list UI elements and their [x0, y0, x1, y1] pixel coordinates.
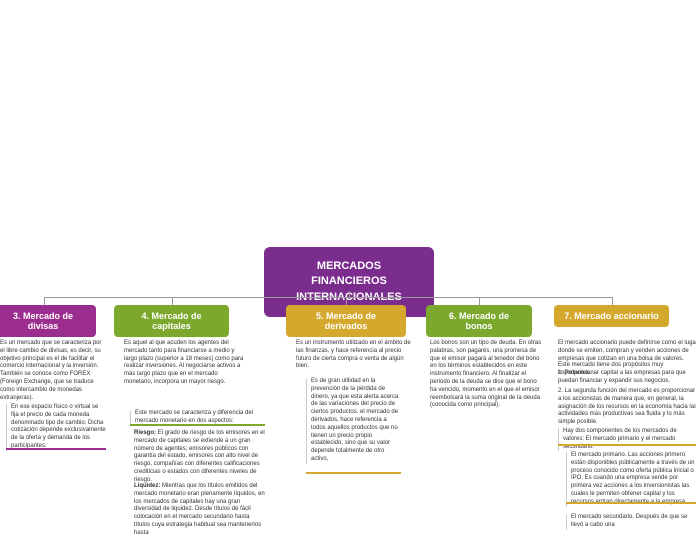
sub-capitales-riesgo: Riesgo: El grado de riesgo de los emisor…	[130, 430, 265, 485]
branch-capitales[interactable]: 4. Mercado de capitales	[114, 305, 229, 337]
branch-bonos[interactable]: 6. Mercado de bonos	[426, 305, 532, 337]
connector	[172, 297, 173, 305]
sub-accionario-secundario: El mercado secundario. Después de que se…	[566, 514, 696, 530]
underline-capitales	[130, 424, 265, 426]
riesgo-label: Riesgo:	[134, 430, 156, 436]
underline-accionario-2	[566, 502, 696, 504]
connector	[44, 297, 612, 298]
sub-divisas: En ese espacio físico o virtual se fija …	[6, 404, 106, 451]
desc-derivados: Es un instrumento utilizado en el ámbito…	[296, 340, 411, 371]
desc-accionario-4: 2. La segunda función del mercado es pro…	[558, 388, 696, 427]
liquidez-text: Mientras que los títulos emitidos del me…	[134, 483, 265, 536]
branch-divisas[interactable]: 3. Mercado de divisas	[0, 305, 96, 337]
sub-derivados: Es de gran utilidad en la prevención de …	[306, 378, 401, 464]
branch-derivados[interactable]: 5. Mercado de derivados	[286, 305, 406, 337]
desc-accionario-3: 1. Proporcionar capital a las empresas p…	[558, 370, 696, 386]
connector	[44, 297, 45, 305]
desc-bonos: Los bonos son un tipo de deuda. En otras…	[430, 340, 545, 410]
connector	[612, 297, 613, 305]
sub-accionario-primario: El mercado primario. Las acciones primer…	[566, 452, 696, 507]
desc-capitales: Es aquel al que acuden los agentes del m…	[124, 340, 244, 387]
branch-accionario[interactable]: 7. Mercado accionario	[554, 305, 669, 327]
connector	[346, 297, 347, 305]
mindmap-canvas: MERCADOS FINANCIEROS INTERNACIONALES 3. …	[0, 0, 696, 520]
desc-divisas: Es un mercado que se caracteriza por el …	[0, 340, 105, 402]
sub-capitales-liquidez: Liquidez: Mientras que los títulos emiti…	[130, 483, 265, 538]
liquidez-label: Liquidez:	[134, 483, 160, 489]
underline-accionario-1	[558, 444, 696, 446]
desc-accionario-1: El mercado accionario puede definirse co…	[558, 340, 696, 363]
underline-divisas	[6, 448, 106, 450]
connector	[479, 297, 480, 305]
underline-derivados	[306, 472, 401, 474]
sub-accionario: Hay dos componentes de los mercados de v…	[558, 428, 696, 451]
riesgo-text: El grado de riesgo de los emisores en el…	[134, 430, 265, 483]
